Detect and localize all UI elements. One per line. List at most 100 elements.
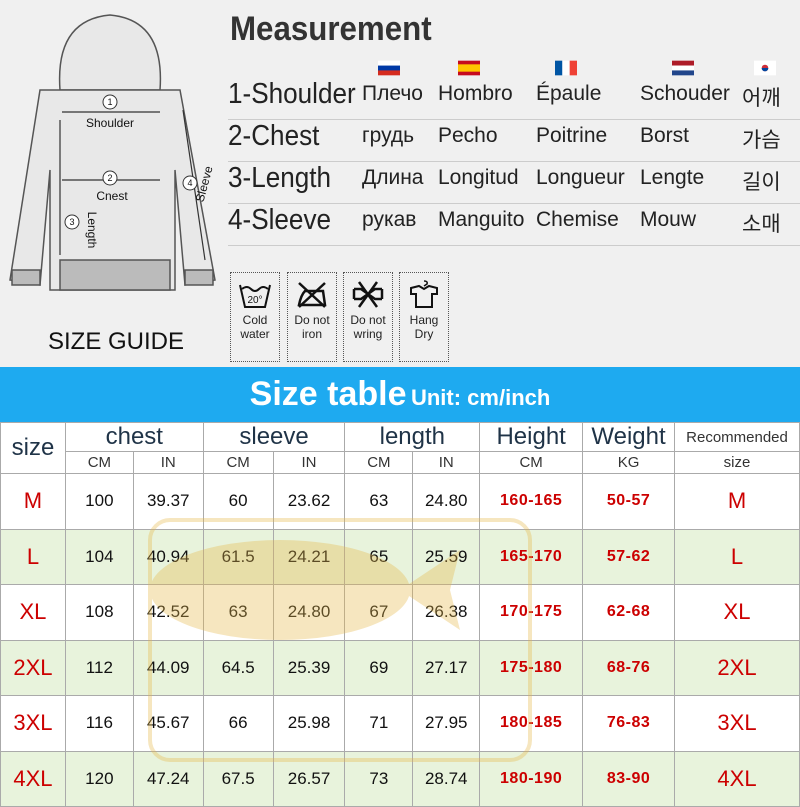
label-shoulder: Shoulder: [86, 116, 134, 130]
cell-size: M: [0, 473, 66, 530]
cell-size: 4XL: [0, 750, 66, 807]
subheader: CM: [64, 451, 134, 474]
subheader: IN: [412, 451, 481, 474]
cell-chest-in: 42.52: [132, 584, 204, 641]
cell-chest-cm: 108: [64, 584, 134, 641]
cell-chest-in: 39.37: [132, 473, 204, 530]
cell-height: 175-180: [479, 639, 584, 696]
cell-length-cm: 65: [344, 528, 414, 585]
table-row: 4XL 120 47.24 67.5 26.57 73 28.74 180-190 83-90 4…: [0, 750, 800, 807]
cell-height: 170-175: [479, 584, 584, 641]
dutch-term: Borst: [640, 124, 690, 147]
cell-weight: 57-62: [582, 528, 676, 585]
dutch-term: Mouw: [640, 208, 697, 231]
korean-term: 길이: [742, 171, 781, 194]
care-cold-water: 20° Cold water: [230, 272, 280, 362]
care-label: Dry: [414, 327, 434, 341]
russian-term: Плечо: [362, 82, 423, 105]
subheader: CM: [344, 451, 414, 474]
cell-chest-cm: 104: [64, 528, 134, 585]
cell-sleeve-in: 25.39: [272, 639, 346, 696]
cell-sleeve-cm: 67.5: [202, 750, 274, 807]
table-row: L 104 40.94 61.5 24.21 65 25.59 165-170 57-62 L: [0, 528, 800, 585]
size-guide-title: SIZE GUIDE: [48, 328, 185, 355]
subheader: IN: [272, 451, 346, 474]
cell-weight: 76-83: [582, 695, 676, 752]
table-row: M 100 39.37 60 23.62 63 24.80 160-165 50-57 M: [0, 473, 800, 530]
marker-2: 2: [107, 173, 112, 183]
cell-chest-cm: 116: [64, 695, 134, 752]
cell-chest-in: 45.67: [132, 695, 204, 752]
subheader: KG: [582, 451, 676, 474]
measurement-section: 1 2 3 4 Shoulder Cnest Length Sleeve SIZ…: [0, 0, 800, 367]
cell-length-cm: 73: [344, 750, 414, 807]
row-label: 3-Length: [228, 162, 332, 194]
row-label: 4-Sleeve: [228, 204, 332, 236]
cell-rec: L: [674, 528, 800, 585]
header-chest: chest: [64, 422, 204, 452]
label-chest: Cnest: [96, 189, 128, 203]
header-weight: Weight: [582, 422, 676, 452]
table-row: XL 108 42.52 63 24.80 67 26.38 170-175 62-68 XL: [0, 584, 800, 641]
care-hang-dry: Hang Dry: [399, 272, 449, 362]
cell-sleeve-cm: 60: [202, 473, 274, 530]
korean-term: 소매: [742, 213, 781, 236]
header-size: size: [0, 422, 66, 474]
do-not-wring-icon: [352, 281, 384, 308]
hoodie-diagram-icon: 1 2 3 4 Shoulder Cnest Length Sleeve: [9, 14, 216, 291]
cell-height: 180-190: [479, 750, 584, 807]
measurement-row-shoulder: 1-Shoulder Плечо Hombro Épaule Schouder …: [228, 78, 800, 120]
table-row: 3XL 116 45.67 66 25.98 71 27.95 180-185 76-83 3XL: [0, 695, 800, 752]
care-do-not-iron: Do not iron: [287, 272, 337, 362]
cell-sleeve-cm: 63: [202, 584, 274, 641]
label-sleeve: Sleeve: [193, 164, 216, 203]
cell-height: 180-185: [479, 695, 584, 752]
russian-term: рукав: [362, 208, 417, 231]
care-label: iron: [301, 327, 322, 341]
cell-rec: 4XL: [674, 750, 800, 807]
subheader: IN: [132, 451, 204, 474]
row-label: 2-Chest: [228, 120, 320, 152]
korean-term: 가슴: [742, 129, 781, 152]
size-table-banner: Size table Unit: cm/inch: [0, 367, 800, 422]
cell-chest-in: 40.94: [132, 528, 204, 585]
care-do-not-wring: Do not wring: [343, 272, 393, 362]
subheader: size: [674, 451, 800, 474]
korean-term: 어깨: [742, 87, 781, 110]
cell-chest-cm: 112: [64, 639, 134, 696]
korea-flag-icon: [754, 60, 776, 76]
wash-temperature: 20°: [247, 295, 262, 306]
russia-flag-icon: [378, 60, 400, 76]
netherlands-flag-icon: [672, 60, 694, 76]
cell-rec: 2XL: [674, 639, 800, 696]
cell-weight: 68-76: [582, 639, 676, 696]
cell-sleeve-cm: 66: [202, 695, 274, 752]
table-header-row: size chest sleeve length Height Weight R…: [0, 422, 800, 474]
cell-length-cm: 69: [344, 639, 414, 696]
cell-rec: 3XL: [674, 695, 800, 752]
cell-length-in: 28.74: [412, 750, 481, 807]
spain-flag-icon: [458, 60, 480, 76]
cell-weight: 62-68: [582, 584, 676, 641]
cell-length-cm: 63: [344, 473, 414, 530]
table-row: 2XL 112 44.09 64.5 25.39 69 27.17 175-180 68-76 2…: [0, 639, 800, 696]
cell-sleeve-in: 26.57: [272, 750, 346, 807]
subheader: CM: [202, 451, 274, 474]
cell-length-cm: 67: [344, 584, 414, 641]
measurement-row-sleeve: 4-Sleeve рукав Manguito Chemise Mouw 소매: [228, 204, 800, 246]
french-term: Chemise: [536, 208, 619, 231]
subheader: CM: [479, 451, 584, 474]
russian-term: грудь: [362, 124, 415, 147]
care-label: wring: [353, 327, 383, 341]
care-label: Cold: [242, 313, 268, 327]
cell-length-in: 26.38: [412, 584, 481, 641]
do-not-iron-icon: [297, 282, 327, 308]
cell-chest-cm: 100: [64, 473, 134, 530]
care-label: water: [240, 327, 270, 341]
table-subheader-row: CM IN CM IN CM IN CM KG size: [1, 451, 800, 474]
cell-length-in: 25.59: [412, 528, 481, 585]
size-table: size chest sleeve length Height Weight R…: [0, 422, 800, 807]
spanish-term: Hombro: [438, 82, 513, 105]
marker-4: 4: [187, 178, 192, 188]
care-label: Do not: [294, 313, 330, 327]
